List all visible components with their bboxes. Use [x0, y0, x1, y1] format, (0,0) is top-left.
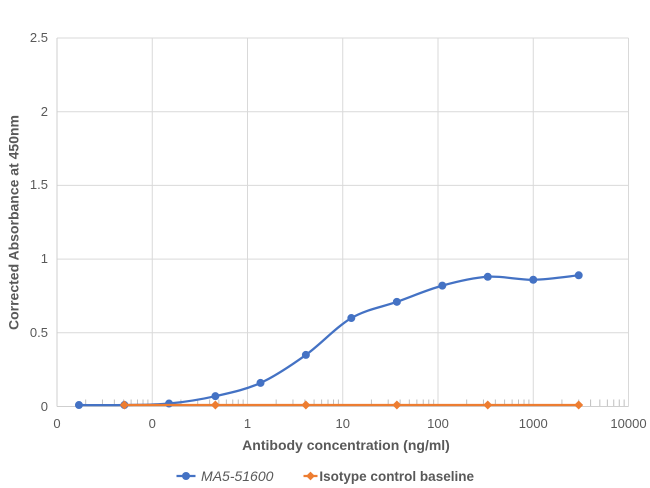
series-ma5-51600 [74, 271, 583, 410]
data-point-diamond-icon [210, 400, 220, 410]
y-tick-label: 0 [40, 398, 48, 414]
data-point-circle-icon [256, 378, 265, 387]
data-point-diamond-icon [483, 400, 493, 410]
data-point-circle-icon [483, 272, 492, 281]
data-point-circle-icon [211, 392, 220, 401]
legend-marker-line-diamond-icon [303, 470, 318, 482]
data-point-circle-icon [165, 399, 174, 408]
data-point-diamond-icon [301, 400, 311, 410]
data-point-circle-icon [74, 401, 83, 410]
legend-item-ma5-51600: MA5-51600 [176, 468, 273, 484]
data-point-diamond-icon [574, 400, 584, 410]
y-tick-label: 2.5 [29, 30, 48, 45]
x-tick-label: 100 [427, 416, 449, 431]
x-tick-label: 10 [335, 416, 350, 431]
legend-marker-line-circle-icon [176, 470, 196, 482]
y-tick-label: 0.5 [29, 324, 48, 340]
x-tick-label: 10000 [610, 416, 647, 431]
data-point-diamond-icon [119, 400, 129, 410]
x-tick-label: 0 [53, 416, 61, 431]
legend: MA5-51600 Isotype control baseline [0, 465, 650, 487]
legend-label: MA5-51600 [201, 468, 274, 484]
x-tick-label: 1 [243, 416, 252, 431]
x-tick-label: 1000 [518, 416, 548, 431]
data-point-circle-icon [438, 281, 447, 290]
data-point-diamond-icon [392, 400, 402, 410]
data-point-circle-icon [301, 350, 310, 359]
axis-lines [56, 38, 629, 407]
series-isotype-control-baseline [119, 400, 584, 410]
data-point-circle-icon [392, 297, 401, 306]
y-tick-label: 1.5 [29, 177, 48, 193]
y-tick-label: 1 [40, 251, 48, 267]
legend-item-isotype-control: Isotype control baseline [303, 469, 474, 484]
legend-label: Isotype control baseline [319, 468, 474, 484]
x-axis-title: Antibody concentration (ng/ml) [242, 437, 450, 453]
y-tick-label: 2 [40, 103, 48, 119]
series-line [77, 274, 580, 407]
x-tick-label: 0 [148, 416, 156, 431]
data-point-circle-icon [574, 271, 583, 280]
data-point-circle-icon [529, 275, 538, 284]
data-point-circle-icon [347, 314, 356, 323]
gridlines [56, 37, 629, 407]
